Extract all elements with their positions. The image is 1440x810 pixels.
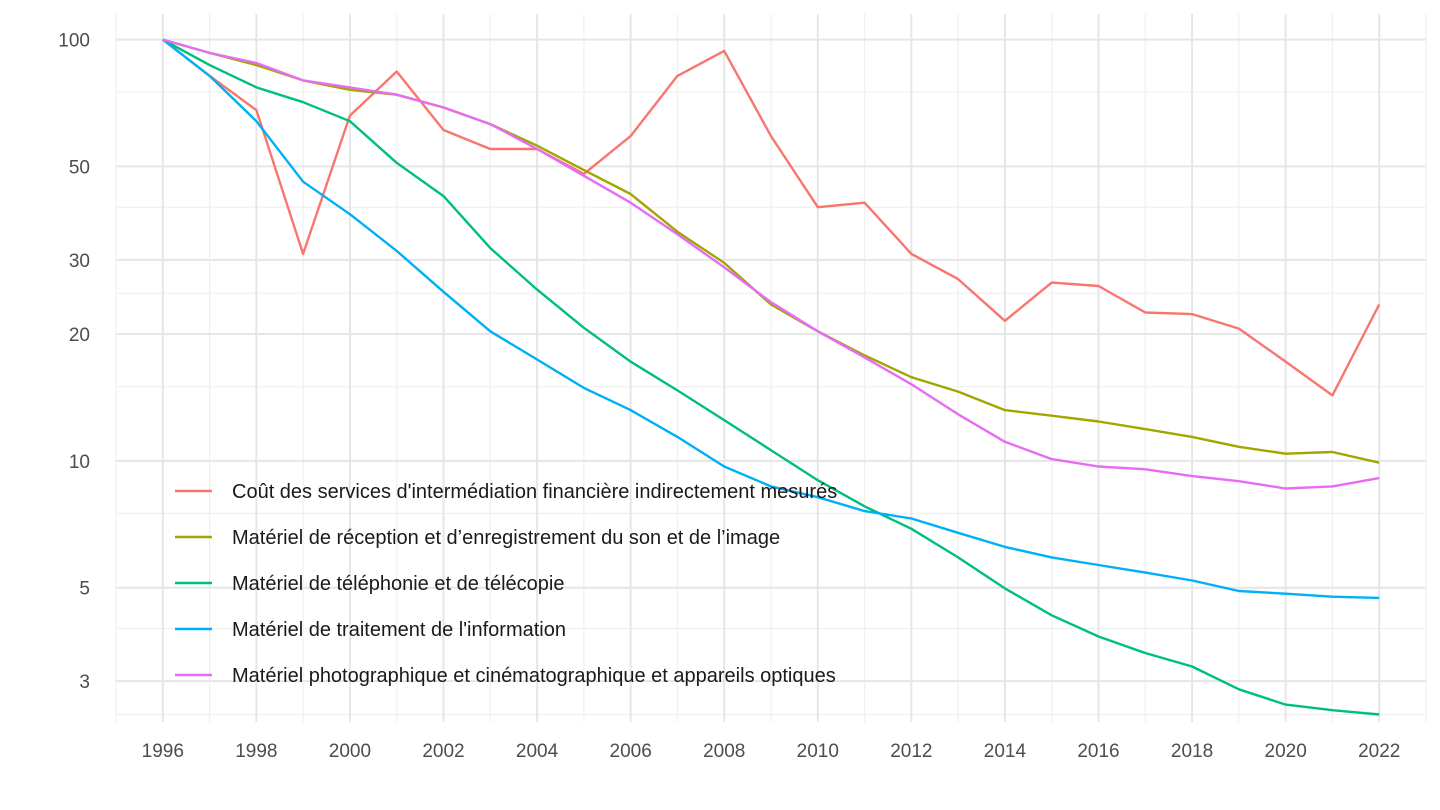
- legend-item: Matériel de téléphonie et de télécopie: [175, 573, 564, 595]
- x-tick-label: 2016: [1077, 741, 1119, 762]
- series-line-4: [162, 38, 1380, 600]
- x-tick-label: 2010: [797, 741, 839, 762]
- legend-label: Coût des services d'intermédiation finan…: [232, 481, 837, 503]
- x-tick-label: 1998: [235, 741, 277, 762]
- x-tick-label: 2008: [703, 741, 745, 762]
- legend-label: Matériel de réception et d’enregistremen…: [232, 527, 780, 549]
- legend-item: Coût des services d'intermédiation finan…: [175, 481, 837, 503]
- series-lines: [162, 38, 1381, 716]
- y-tick-label: 100: [58, 31, 90, 52]
- x-tick-label: 2022: [1358, 741, 1400, 762]
- legend-item: Matériel de réception et d’enregistremen…: [175, 527, 780, 549]
- y-tick-label: 5: [79, 579, 90, 600]
- legend-label: Matériel de traitement de l'information: [232, 619, 566, 641]
- y-tick-label: 3: [79, 672, 90, 693]
- x-tick-label: 2014: [984, 741, 1027, 762]
- y-tick-label: 20: [69, 325, 90, 346]
- x-tick-label: 2004: [516, 741, 559, 762]
- x-tick-label: 2000: [329, 741, 371, 762]
- legend-label: Matériel photographique et cinématograph…: [232, 665, 836, 687]
- x-tick-label: 2012: [890, 741, 932, 762]
- y-tick-label: 10: [69, 452, 90, 473]
- x-tick-label: 1996: [142, 741, 184, 762]
- legend-item: Matériel photographique et cinématograph…: [175, 665, 836, 687]
- legend-label: Matériel de téléphonie et de télécopie: [232, 573, 564, 595]
- legend-item: Matériel de traitement de l'information: [175, 619, 566, 641]
- legend: Coût des services d'intermédiation finan…: [175, 481, 837, 687]
- y-tick-label: 50: [69, 157, 90, 178]
- minor-gridlines: [115, 14, 1427, 722]
- y-tick-label: 30: [69, 251, 90, 272]
- series-line-1: [162, 38, 1381, 397]
- x-tick-label: 2020: [1265, 741, 1307, 762]
- y-axis-labels: 100 50 30 20 10 5 3: [58, 31, 90, 694]
- series-line-3: [162, 38, 1380, 716]
- major-gridlines: [116, 14, 1426, 722]
- x-axis-labels: 1996 1998 2000 2002 2004 2006 2008 2010 2012 2014…: [142, 741, 1401, 762]
- series-line-2: [162, 38, 1380, 464]
- series-line-5: [162, 38, 1380, 490]
- x-tick-label: 2018: [1171, 741, 1213, 762]
- x-tick-label: 2006: [610, 741, 652, 762]
- x-tick-label: 2002: [422, 741, 464, 762]
